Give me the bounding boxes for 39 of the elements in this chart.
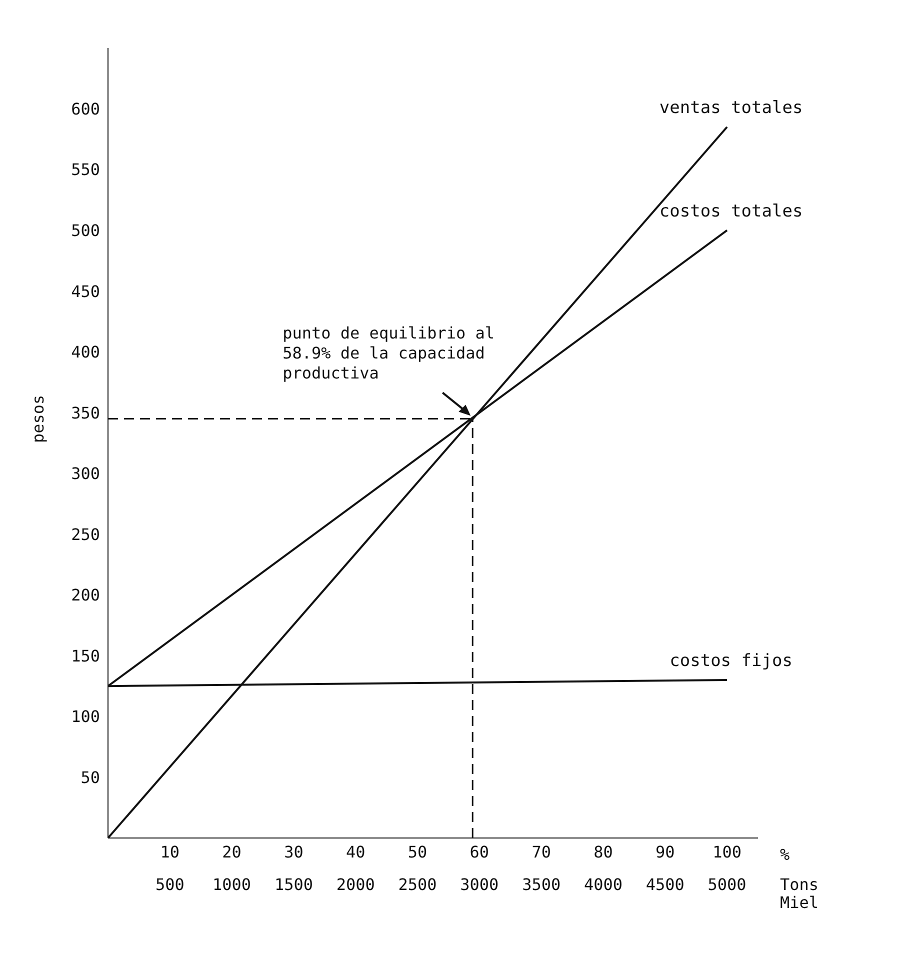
x2-tick-label: 1000: [212, 875, 252, 894]
y-tick-label: 200: [71, 586, 100, 605]
x-tick-label: 70: [532, 842, 551, 862]
y-tick-label: 150: [71, 646, 100, 666]
x-tick-label: 50: [408, 842, 428, 862]
y-tick-label: 250: [71, 524, 100, 544]
series-label: costos fijos: [670, 651, 792, 671]
x-tick-label: 60: [470, 842, 490, 862]
x2-tick-label: 500: [155, 875, 184, 894]
x2-tick-label: 4500: [646, 875, 684, 894]
x2-tick-label: 5000: [708, 875, 746, 894]
y-axis-title: pesos: [28, 394, 48, 443]
x2-tick-label: 2500: [398, 875, 437, 894]
x2-tick-label: 4000: [584, 875, 623, 894]
y-tick-label: 450: [71, 282, 100, 301]
series-label: ventas totales: [659, 98, 803, 118]
y-tick-label: 400: [71, 342, 100, 362]
x2-tick-label: 3500: [522, 875, 561, 894]
x2-tick-label: 3000: [460, 875, 499, 894]
y-tick-label: 500: [71, 220, 100, 240]
x-tick-label: 100: [712, 842, 742, 862]
x-tick-label: 10: [160, 842, 180, 862]
x-tick-label: 40: [346, 842, 366, 862]
series-label: costos totales: [659, 201, 803, 222]
x2-axis-title: Tons Miel: [780, 875, 819, 912]
y-tick-label: 550: [71, 160, 100, 180]
y-tick-label: 100: [71, 707, 100, 726]
y-tick-label: 300: [71, 464, 100, 484]
annotation: punto de equilibrio al 58.9% de la capacidad productiva: [282, 324, 495, 383]
x-tick-label: 90: [656, 842, 675, 862]
x2-tick-label: 2000: [336, 875, 375, 894]
x-tick-label: 20: [222, 842, 242, 862]
y-tick-label: 50: [80, 768, 100, 787]
x-tick-label: 30: [284, 842, 304, 862]
x2-tick-label: 1500: [274, 875, 313, 894]
x-tick-label: 80: [594, 842, 613, 862]
y-tick-label: 350: [71, 403, 100, 422]
x-axis-title: %: [780, 845, 790, 864]
y-tick-label: 600: [71, 99, 100, 118]
